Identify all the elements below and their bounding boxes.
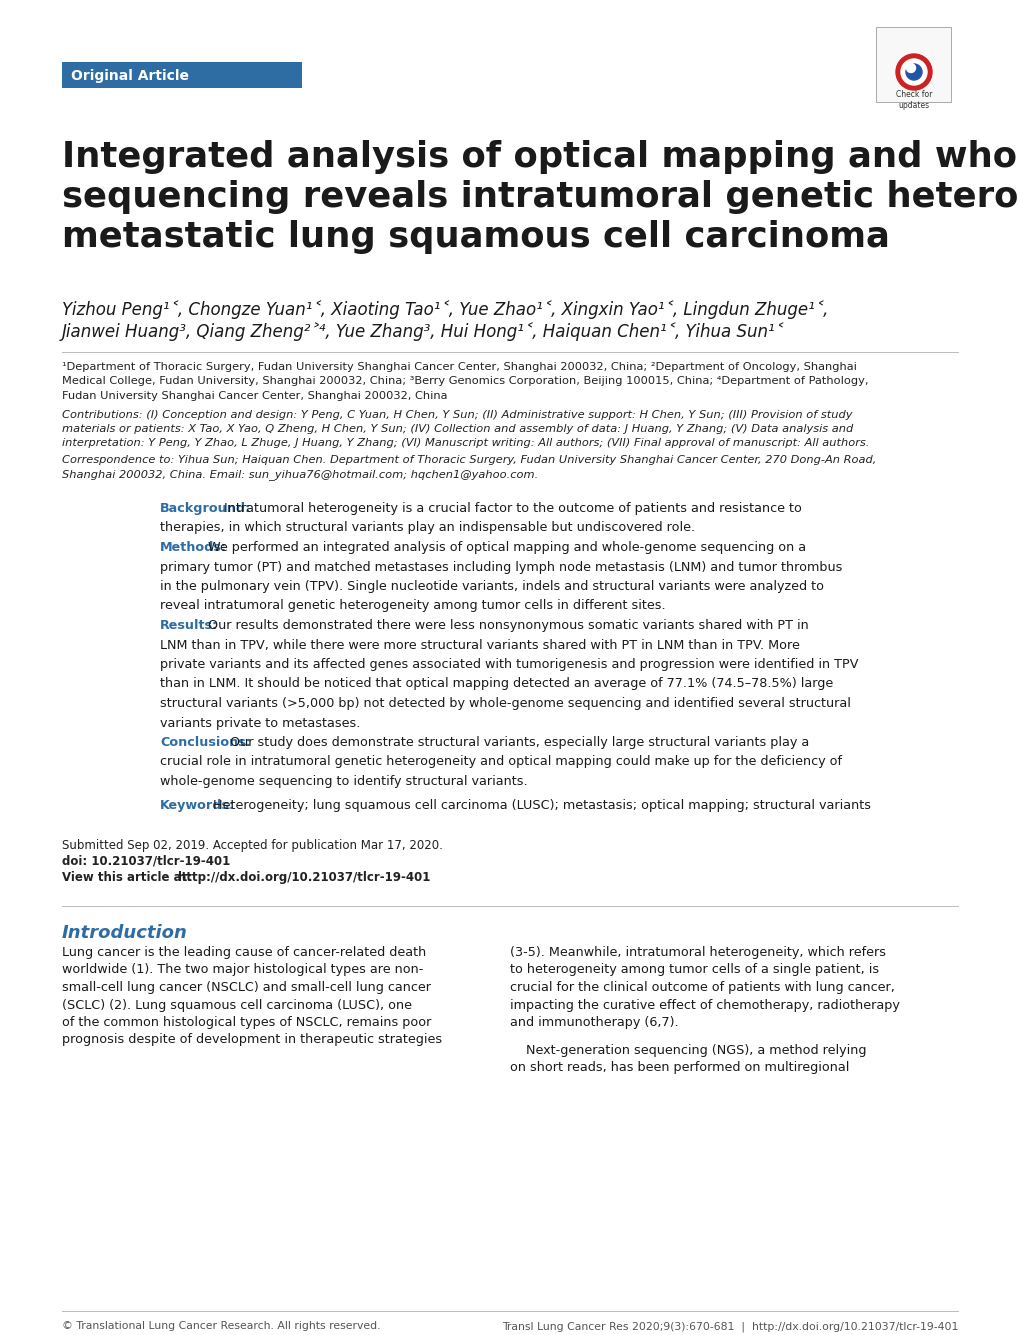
Text: impacting the curative effect of chemotherapy, radiotherapy: impacting the curative effect of chemoth… bbox=[510, 999, 899, 1012]
Text: (3-5). Meanwhile, intratumoral heterogeneity, which refers: (3-5). Meanwhile, intratumoral heterogen… bbox=[510, 947, 886, 959]
Text: primary tumor (PT) and matched metastases including lymph node metastasis (LNM) : primary tumor (PT) and matched metastase… bbox=[160, 561, 842, 574]
Text: whole-genome sequencing to identify structural variants.: whole-genome sequencing to identify stru… bbox=[160, 776, 527, 788]
Text: Intratumoral heterogeneity is a crucial factor to the outcome of patients and re: Intratumoral heterogeneity is a crucial … bbox=[220, 502, 801, 515]
Text: private variants and its affected genes associated with tumorigenesis and progre: private variants and its affected genes … bbox=[160, 658, 858, 672]
Text: Fudan University Shanghai Cancer Center, Shanghai 200032, China: Fudan University Shanghai Cancer Center,… bbox=[62, 391, 447, 400]
Bar bbox=[62, 61, 302, 88]
Text: Introduction: Introduction bbox=[62, 924, 187, 943]
Text: Yizhou Peng¹˂, Chongze Yuan¹˂, Xiaoting Tao¹˂, Yue Zhao¹˂, Xingxin Yao¹˂, Lingdu: Yizhou Peng¹˂, Chongze Yuan¹˂, Xiaoting … bbox=[62, 300, 827, 319]
Text: and immunotherapy (6,7).: and immunotherapy (6,7). bbox=[510, 1016, 678, 1029]
Text: Original Article: Original Article bbox=[71, 69, 189, 83]
Text: sequencing reveals intratumoral genetic heterogeneity in: sequencing reveals intratumoral genetic … bbox=[62, 180, 1019, 214]
Text: of the common histological types of NSCLC, remains poor: of the common histological types of NSCL… bbox=[62, 1016, 431, 1029]
Text: reveal intratumoral genetic heterogeneity among tumor cells in different sites.: reveal intratumoral genetic heterogeneit… bbox=[160, 599, 665, 613]
Text: prognosis despite of development in therapeutic strategies: prognosis despite of development in ther… bbox=[62, 1033, 441, 1047]
Text: Our results demonstrated there were less nonsynonymous somatic variants shared w: Our results demonstrated there were less… bbox=[204, 619, 808, 631]
Text: worldwide (1). The two major histological types are non-: worldwide (1). The two major histologica… bbox=[62, 964, 423, 976]
Circle shape bbox=[905, 64, 921, 80]
Text: Shanghai 200032, China. Email: sun_yihua76@hotmail.com; hqchen1@yahoo.com.: Shanghai 200032, China. Email: sun_yihua… bbox=[62, 470, 538, 481]
Text: Methods:: Methods: bbox=[160, 541, 227, 554]
Text: Heterogeneity; lung squamous cell carcinoma (LUSC); metastasis; optical mapping;: Heterogeneity; lung squamous cell carcin… bbox=[209, 800, 870, 813]
Text: small-cell lung cancer (NSCLC) and small-cell lung cancer: small-cell lung cancer (NSCLC) and small… bbox=[62, 981, 431, 995]
Text: Contributions: (I) Conception and design: Y Peng, C Yuan, H Chen, Y Sun; (II) Ad: Contributions: (I) Conception and design… bbox=[62, 410, 852, 419]
Text: © Translational Lung Cancer Research. All rights reserved.: © Translational Lung Cancer Research. Al… bbox=[62, 1322, 380, 1331]
Text: therapies, in which structural variants play an indispensable but undiscovered r: therapies, in which structural variants … bbox=[160, 522, 694, 534]
Text: View this article at:: View this article at: bbox=[62, 870, 196, 884]
Text: http://dx.doi.org/10.21037/tlcr-19-401: http://dx.doi.org/10.21037/tlcr-19-401 bbox=[177, 870, 430, 884]
Text: materials or patients: X Tao, X Yao, Q Zheng, H Chen, Y Sun; (IV) Collection and: materials or patients: X Tao, X Yao, Q Z… bbox=[62, 425, 853, 434]
Text: crucial role in intratumoral genetic heterogeneity and optical mapping could mak: crucial role in intratumoral genetic het… bbox=[160, 756, 841, 769]
Text: Integrated analysis of optical mapping and whole-genome: Integrated analysis of optical mapping a… bbox=[62, 140, 1019, 174]
Circle shape bbox=[895, 53, 931, 89]
Text: Transl Lung Cancer Res 2020;9(3):670-681  |  http://dx.doi.org/10.21037/tlcr-19-: Transl Lung Cancer Res 2020;9(3):670-681… bbox=[501, 1322, 957, 1331]
Text: Background:: Background: bbox=[160, 502, 251, 515]
Text: Jianwei Huang³, Qiang Zheng²˃⁴, Yue Zhang³, Hui Hong¹˂, Haiquan Chen¹˂, Yihua Su: Jianwei Huang³, Qiang Zheng²˃⁴, Yue Zhan… bbox=[62, 322, 784, 340]
Text: Keywords:: Keywords: bbox=[160, 800, 235, 813]
Text: ¹Department of Thoracic Surgery, Fudan University Shanghai Cancer Center, Shangh: ¹Department of Thoracic Surgery, Fudan U… bbox=[62, 362, 856, 372]
Text: doi: 10.21037/tlcr-19-401: doi: 10.21037/tlcr-19-401 bbox=[62, 854, 230, 868]
Circle shape bbox=[900, 59, 926, 85]
Text: interpretation: Y Peng, Y Zhao, L Zhuge, J Huang, Y Zhang; (VI) Manuscript writi: interpretation: Y Peng, Y Zhao, L Zhuge,… bbox=[62, 438, 868, 449]
Text: than in LNM. It should be noticed that optical mapping detected an average of 77: than in LNM. It should be noticed that o… bbox=[160, 677, 833, 690]
Text: on short reads, has been performed on multiregional: on short reads, has been performed on mu… bbox=[510, 1061, 849, 1075]
Text: Conclusions:: Conclusions: bbox=[160, 736, 251, 749]
Text: Medical College, Fudan University, Shanghai 200032, China; ³Berry Genomics Corpo: Medical College, Fudan University, Shang… bbox=[62, 376, 867, 387]
Text: Next-generation sequencing (NGS), a method relying: Next-generation sequencing (NGS), a meth… bbox=[510, 1044, 866, 1057]
Text: Results:: Results: bbox=[160, 619, 218, 631]
Text: We performed an integrated analysis of optical mapping and whole-genome sequenci: We performed an integrated analysis of o… bbox=[204, 541, 805, 554]
Text: metastatic lung squamous cell carcinoma: metastatic lung squamous cell carcinoma bbox=[62, 220, 889, 254]
Text: to heterogeneity among tumor cells of a single patient, is: to heterogeneity among tumor cells of a … bbox=[510, 964, 878, 976]
Text: Our study does demonstrate structural variants, especially large structural vari: Our study does demonstrate structural va… bbox=[225, 736, 808, 749]
Circle shape bbox=[906, 64, 915, 72]
Text: in the pulmonary vein (TPV). Single nucleotide variants, indels and structural v: in the pulmonary vein (TPV). Single nucl… bbox=[160, 579, 823, 593]
Text: structural variants (>5,000 bp) not detected by whole-genome sequencing and iden: structural variants (>5,000 bp) not dete… bbox=[160, 697, 850, 710]
Text: LNM than in TPV, while there were more structural variants shared with PT in LNM: LNM than in TPV, while there were more s… bbox=[160, 638, 799, 651]
Text: Check for
updates: Check for updates bbox=[895, 89, 931, 109]
FancyBboxPatch shape bbox=[875, 27, 951, 101]
Text: (SCLC) (2). Lung squamous cell carcinoma (LUSC), one: (SCLC) (2). Lung squamous cell carcinoma… bbox=[62, 999, 412, 1012]
Text: crucial for the clinical outcome of patients with lung cancer,: crucial for the clinical outcome of pati… bbox=[510, 981, 894, 995]
Text: Submitted Sep 02, 2019. Accepted for publication Mar 17, 2020.: Submitted Sep 02, 2019. Accepted for pub… bbox=[62, 838, 442, 852]
Text: Lung cancer is the leading cause of cancer-related death: Lung cancer is the leading cause of canc… bbox=[62, 947, 426, 959]
Text: Correspondence to: Yihua Sun; Haiquan Chen. Department of Thoracic Surgery, Fuda: Correspondence to: Yihua Sun; Haiquan Ch… bbox=[62, 455, 875, 465]
Text: variants private to metastases.: variants private to metastases. bbox=[160, 717, 360, 729]
